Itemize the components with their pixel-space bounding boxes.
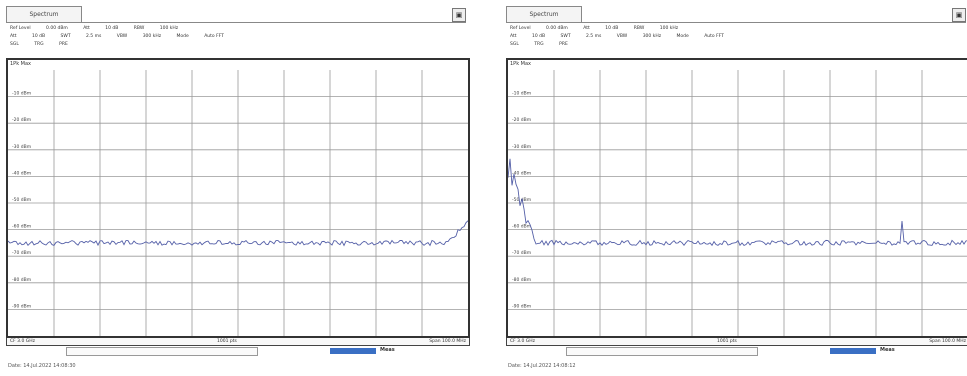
trg-flag: TRG (534, 42, 544, 47)
settings-row-2: Att 10 dB SWT 2.5 ms VBW 300 kHz Mode Au… (510, 33, 960, 41)
pre-flag: PRE (559, 42, 568, 47)
att-value: 10 dB (105, 26, 119, 31)
status-label: Meas (880, 347, 895, 353)
tab-spectrum[interactable]: Spectrum (6, 6, 82, 23)
spectrum-plot: -10 dBm-20 dBm-30 dBm-40 dBm-50 dBm-60 d… (508, 70, 967, 336)
att-label: Att (83, 26, 90, 31)
swt-label: SWT (560, 34, 571, 39)
mode-label: Mode (176, 34, 189, 39)
diagram-footer: CF 3.0 GHz 1001 pts Span 100.0 MHz (6, 338, 470, 346)
vbw-label: VBW (616, 34, 628, 39)
y-tick-label: -70 dBm (512, 250, 531, 256)
point-count: 1001 pts (217, 339, 237, 344)
spectrum-diagram[interactable]: 1Pk Max -10 dBm -20 dBm -30 dBm -40 dBm -50 … (6, 58, 470, 338)
mode-value: Auto FFT (204, 34, 224, 39)
ref-level-value: 0.00 dBm (546, 26, 568, 31)
swt-value: 2.5 ms (586, 34, 602, 39)
y-tick-label: -40 dBm (12, 170, 31, 176)
rbw-value: 100 kHz (159, 26, 179, 31)
mode-label: Mode (676, 34, 689, 39)
spectrum-panel-left: Spectrum ▣ Ref Level 0.00 dBm Att 10 dB … (6, 6, 470, 370)
span-value: Span 100.0 MHz (429, 339, 466, 344)
settings-row-3: SGL TRG PRE (10, 41, 460, 49)
att-value: 10 dB (605, 26, 619, 31)
spectrum-panel-right: Spectrum ▣ Ref Level 0.00 dBm Att 10 dB … (506, 6, 967, 370)
att2-label: Att (10, 34, 17, 39)
ref-level-value: 0.00 dBm (46, 26, 68, 31)
status-bar: Meas (506, 347, 967, 356)
maximize-icon[interactable]: ▣ (452, 8, 466, 22)
att2-label: Att (510, 34, 517, 39)
y-tick-label: -60 dBm (12, 224, 31, 230)
vbw-label: VBW (116, 34, 128, 39)
settings-row-1: Ref Level 0.00 dBm Att 10 dB RBW 100 kHz (10, 25, 460, 33)
y-tick-label: -10 dBm (12, 91, 31, 97)
spectrum-diagram[interactable]: 1Pk Max -10 dBm -20 dBm -30 dBm -40 dBm -50 … (506, 58, 967, 338)
measure-progress (330, 348, 376, 354)
mode-value: Auto FFT (704, 34, 724, 39)
span-value: Span 100.0 MHz (929, 339, 966, 344)
status-field (566, 347, 758, 356)
spectrum-trace (8, 220, 468, 247)
trace-label: 1Pk Max (510, 61, 532, 67)
y-tick-label: -90 dBm (512, 303, 531, 309)
diagram-footer: CF 3.0 GHz 1001 pts Span 100.0 MHz (506, 338, 967, 346)
spectrum-plot: -10 dBm -20 dBm -30 dBm -40 dBm -50 dBm -60 d… (8, 70, 468, 336)
status-field (66, 347, 258, 356)
center-frequency: CF 3.0 GHz (10, 339, 35, 344)
y-tick-label: -30 dBm (12, 144, 31, 150)
settings-row-1: Ref Level 0.00 dBm Att 10 dB RBW 100 kHz (510, 25, 960, 33)
att-label: Att (583, 26, 590, 31)
settings-row-2: Att 10 dB SWT 2.5 ms VBW 300 kHz Mode Au… (10, 33, 460, 41)
tab-divider (6, 22, 466, 23)
rbw-value: 100 kHz (659, 26, 679, 31)
y-tick-label: -20 dBm (512, 117, 531, 123)
swt-value: 2.5 ms (86, 34, 102, 39)
tab-spectrum[interactable]: Spectrum (506, 6, 582, 23)
sgl-flag: SGL (510, 42, 519, 47)
y-tick-label: -70 dBm (12, 250, 31, 256)
status-label: Meas (380, 347, 395, 353)
att2-value: 10 dB (531, 34, 546, 39)
rbw-label: RBW (633, 26, 645, 31)
timestamp: Date: 14.Jul.2022 14:08:30 (8, 363, 76, 369)
maximize-icon[interactable]: ▣ (952, 8, 966, 22)
y-tick-label: -90 dBm (12, 303, 31, 309)
point-count: 1001 pts (717, 339, 737, 344)
y-tick-label: -40 dBm (512, 170, 531, 176)
y-tick-label: -60 dBm (512, 224, 531, 230)
rbw-label: RBW (133, 26, 145, 31)
timestamp: Date: 14.Jul.2022 14:08:12 (508, 363, 576, 369)
vbw-value: 300 kHz (642, 34, 662, 39)
center-frequency: CF 3.0 GHz (510, 339, 535, 344)
y-tick-label: -30 dBm (512, 144, 531, 150)
y-tick-label: -50 dBm (12, 197, 31, 203)
ref-level-label: Ref Level (10, 26, 31, 31)
swt-label: SWT (60, 34, 71, 39)
trace-label: 1Pk Max (10, 61, 32, 67)
y-tick-label: -80 dBm (12, 277, 31, 283)
settings-row-3: SGL TRG PRE (510, 41, 960, 49)
sgl-flag: SGL (10, 42, 19, 47)
settings-block: Ref Level 0.00 dBm Att 10 dB RBW 100 kHz… (10, 25, 460, 57)
y-tick-label: -20 dBm (12, 117, 31, 123)
y-tick-label: -80 dBm (512, 277, 531, 283)
att2-value: 10 dB (31, 34, 46, 39)
y-tick-label: -10 dBm (512, 91, 531, 97)
measure-progress (830, 348, 876, 354)
vbw-value: 300 kHz (142, 34, 162, 39)
spectrum-trace (508, 158, 967, 247)
tab-divider (506, 22, 966, 23)
settings-block: Ref Level 0.00 dBm Att 10 dB RBW 100 kHz… (510, 25, 960, 57)
pre-flag: PRE (59, 42, 68, 47)
status-bar: Meas (6, 347, 470, 356)
trg-flag: TRG (34, 42, 44, 47)
ref-level-label: Ref Level (510, 26, 531, 31)
